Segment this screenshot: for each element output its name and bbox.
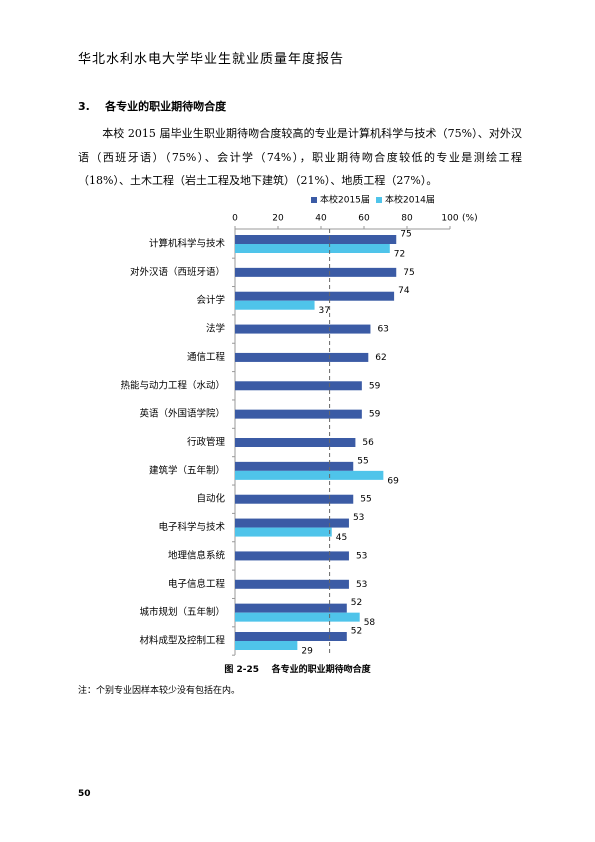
bar — [235, 409, 362, 419]
x-tick-label: 60 — [358, 214, 370, 224]
bar — [235, 291, 395, 301]
x-tick-label: 0 — [232, 214, 238, 224]
bar — [235, 612, 360, 622]
legend-swatch — [311, 197, 317, 203]
value-label: 62 — [375, 353, 386, 363]
value-label: 45 — [336, 533, 347, 543]
value-label: 63 — [377, 325, 388, 335]
bar — [235, 300, 315, 310]
legend-label: 本校2015届 — [320, 194, 370, 206]
value-label: 52 — [351, 627, 362, 637]
value-label: 59 — [369, 410, 381, 420]
legend-label: 本校2014届 — [385, 194, 435, 206]
value-label: 53 — [356, 580, 367, 590]
x-tick-label: 40 — [315, 214, 327, 224]
caption: 图 2-25 各专业的职业期待吻合度 — [224, 665, 371, 675]
value-label: 56 — [362, 438, 374, 448]
x-tick-label: 20 — [272, 214, 284, 224]
category-label: 城市规划（五年制） — [139, 606, 225, 618]
header: 华北水利水电大学毕业生就业质量年度报告 — [78, 52, 345, 67]
category-label: 通信工程 — [187, 351, 226, 363]
category-label: 材料成型及控制工程 — [139, 635, 225, 647]
category-label: 会计学 — [196, 294, 225, 306]
bar — [235, 603, 347, 613]
bar — [235, 527, 332, 537]
value-label: 75 — [403, 268, 414, 278]
bar — [235, 461, 354, 471]
value-label: 55 — [357, 456, 368, 466]
value-label: 59 — [369, 381, 381, 391]
category-label: 法学 — [206, 323, 225, 335]
value-label: 72 — [394, 250, 405, 260]
bar — [235, 352, 369, 362]
bar — [235, 381, 362, 391]
category-label: 热能与动力工程（水动） — [120, 379, 225, 391]
bar — [235, 641, 298, 650]
bar — [235, 324, 371, 334]
page-number: 50 — [78, 789, 91, 799]
category-label: 建筑学（五年制） — [149, 464, 225, 476]
bar — [235, 551, 349, 561]
value-label: 37 — [319, 306, 330, 316]
x-unit: (%) — [462, 214, 478, 224]
category-label: 电子科学与技术 — [158, 521, 225, 533]
category-label: 计算机科学与技术 — [149, 238, 226, 250]
bar — [235, 579, 349, 589]
value-label: 29 — [301, 647, 313, 657]
category-label: 英语（外国语学院） — [139, 408, 225, 420]
bar — [235, 267, 397, 277]
paragraph: 本校 2015 届毕业生职业期待吻合度较高的专业是计算机科学与技术（75%）、对… — [78, 127, 522, 187]
value-label: 53 — [356, 551, 367, 561]
x-tick-label: 100 — [441, 214, 458, 224]
category-label: 对外汉语（西班牙语） — [130, 266, 225, 278]
note: 注：个别专业因样本较少没有包括在内。 — [78, 686, 241, 696]
value-label: 52 — [351, 598, 362, 608]
category-label: 自动化 — [196, 493, 225, 505]
value-label: 74 — [398, 286, 410, 296]
category-label: 电子信息工程 — [168, 578, 226, 590]
value-label: 53 — [353, 513, 364, 523]
value-label: 58 — [364, 618, 376, 628]
bar — [235, 235, 397, 244]
chart: 本校2015届 本校2014届 0 20 40 60 80 100 (%) 计算机科学与技术 75 7… — [120, 194, 478, 657]
bar — [235, 494, 354, 504]
section-title: 3. 各专业的职业期待吻合度 — [78, 100, 227, 113]
value-label: 55 — [360, 495, 371, 505]
x-tick-label: 80 — [401, 214, 413, 224]
bar — [235, 438, 356, 447]
legend-swatch — [376, 197, 382, 203]
category-label: 地理信息系统 — [168, 549, 226, 561]
bar — [235, 244, 390, 253]
bar — [235, 518, 349, 528]
value-label: 69 — [387, 476, 399, 486]
bar — [235, 470, 384, 480]
bar — [235, 632, 347, 641]
category-label: 行政管理 — [187, 436, 226, 448]
value-label: 75 — [400, 230, 411, 240]
